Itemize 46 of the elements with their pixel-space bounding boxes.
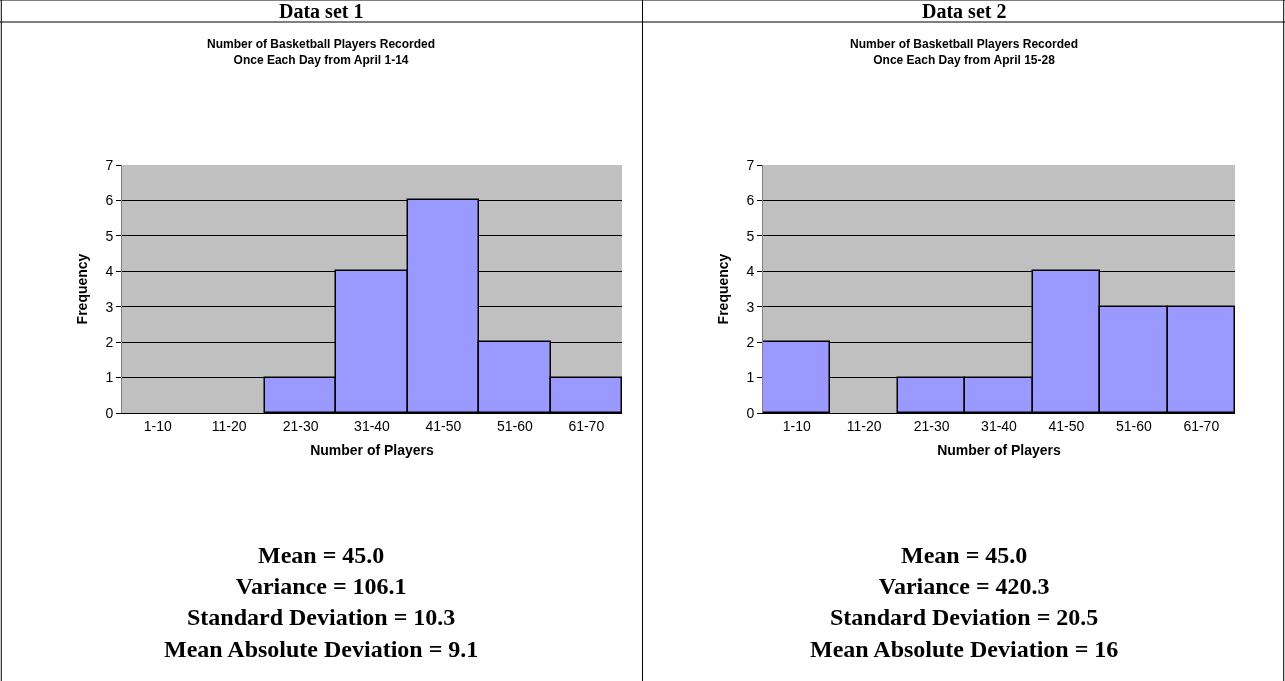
text: Mean = 45.0 [258,542,385,568]
x-tick-label: 1-10 [782,417,811,434]
x-tick-label: 21-30 [282,417,319,434]
text: Mean Absolute Deviation = 16 [810,635,1119,662]
y-tick-label: 0 [746,404,755,421]
x-tick-label: 51-60 [496,417,533,434]
x-tick-label: 21-30 [913,417,950,434]
y-tick-label: 4 [105,263,114,280]
x-tick-label: 51-60 [1115,417,1152,434]
y-axis-title: Frequency [74,253,90,325]
y-axis-title: Frequency [715,253,731,325]
x-tick-label: 11-20 [846,417,882,434]
y-tick-label: 7 [105,156,114,173]
text: Variance = 420.3 [878,573,1050,600]
y-tick-label: 3 [746,298,755,315]
y-tick-label: 2 [746,334,755,351]
text: Standard Deviation = 20.5 [829,604,1099,631]
x-tick-label: 11-20 [211,417,247,434]
y-tick-label: 2 [105,334,114,351]
y-tick-label: 5 [746,227,755,244]
y-tick-label: 6 [746,192,755,209]
y-tick-label: 0 [105,404,114,421]
text: Mean Absolute Deviation = 9.1 [164,635,479,662]
text: Standard Deviation = 10.3 [186,604,456,631]
y-tick-label: 4 [746,263,755,280]
chart-title: Number of Basketball Players Recorded Once Each Day from April 1-14 [207,37,436,67]
x-axis-title: Number of Players [937,442,1062,459]
text: Data set 2 [922,0,1007,22]
y-tick-label: 5 [105,227,114,244]
y-tick-label: 3 [105,298,114,315]
x-axis-title: Number of Players [310,442,435,459]
x-tick-label: 41-50 [1048,417,1085,434]
text: Data set 1 [279,0,364,22]
y-tick-label: 1 [105,369,114,386]
x-tick-label: 31-40 [354,417,391,434]
y-tick-label: 1 [746,369,755,386]
y-tick-label: 6 [105,192,114,209]
x-tick-label: 41-50 [425,417,462,434]
x-tick-label: 1-10 [143,417,172,434]
text: Variance = 106.1 [235,573,407,600]
x-tick-label: 31-40 [981,417,1018,434]
x-tick-label: 61-70 [1183,417,1220,434]
chart-title: Number of Basketball Players Recorded Once Each Day from April 15-28 [850,37,1079,67]
y-tick-label: 7 [746,156,755,173]
x-tick-label: 61-70 [568,417,605,434]
text: Mean = 45.0 [901,542,1028,568]
